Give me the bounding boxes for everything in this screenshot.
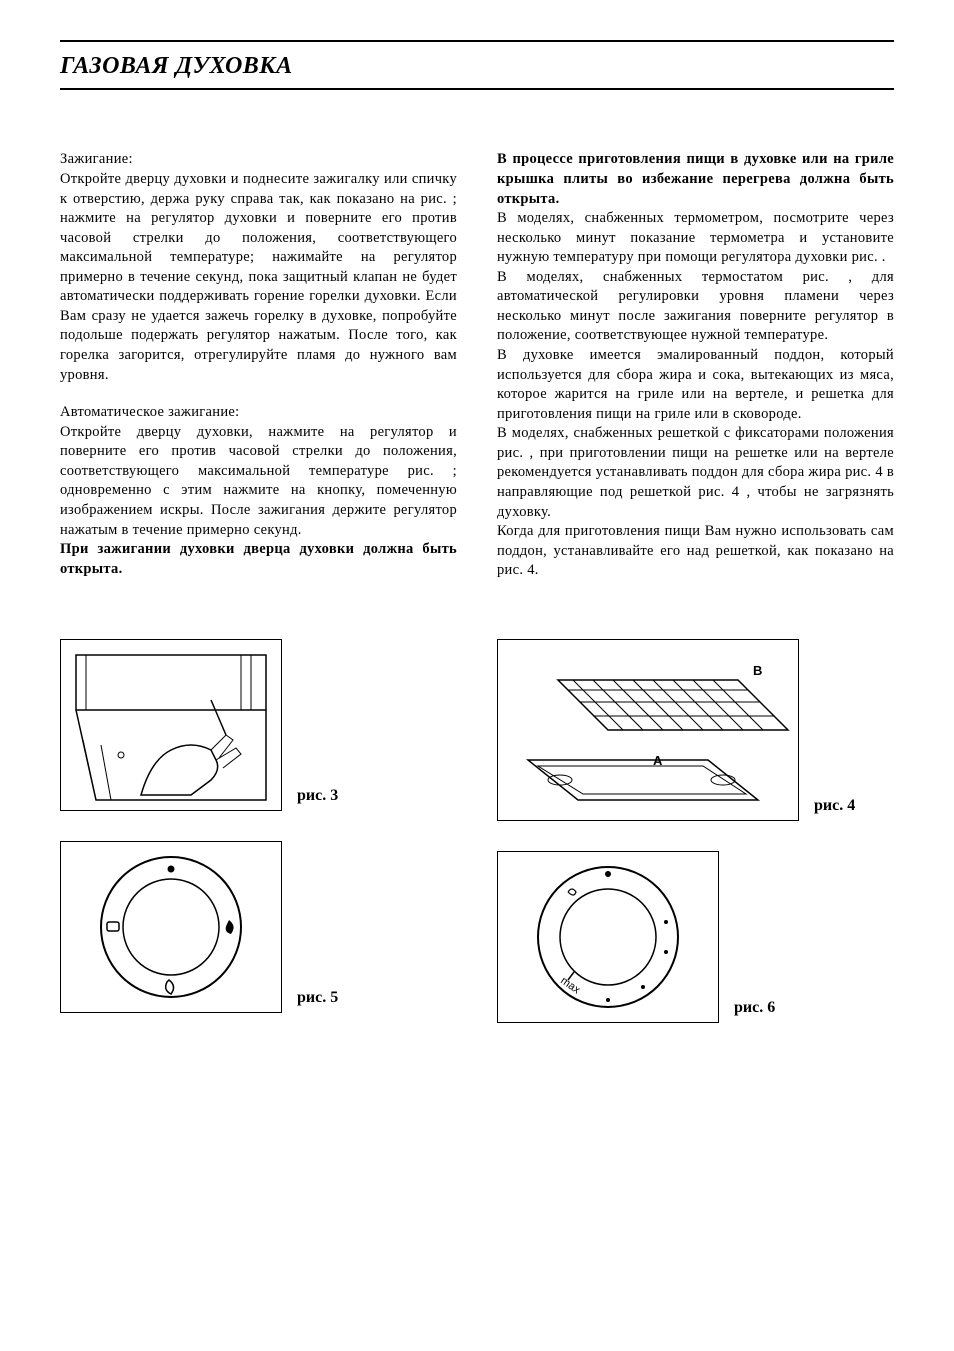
- figures-left-col: рис. 3 рис. 5: [60, 639, 457, 1023]
- figure-4-box: A B: [497, 639, 799, 821]
- left-bold-note: При зажигании духовки дверца духовки дол…: [60, 540, 457, 579]
- figure-3-row: рис. 3: [60, 639, 457, 811]
- right-para-3: В духовке имеется эмалированный поддон, …: [497, 346, 894, 424]
- page-title: ГАЗОВАЯ ДУХОВКА: [60, 40, 894, 90]
- right-para-2: В моделях, снабженных термостатом рис. ,…: [497, 268, 894, 346]
- figure-6-svg: max: [498, 852, 718, 1022]
- figures-block: рис. 3 рис. 5: [60, 639, 894, 1023]
- figure-3-box: [60, 639, 282, 811]
- left-para-1: Откройте дверцу духовки и поднесите зажи…: [60, 170, 457, 385]
- figure-4-label-a: A: [653, 753, 663, 768]
- figures-right-col: A B рис. 4: [497, 639, 894, 1023]
- left-heading-1: Зажигание:: [60, 150, 457, 170]
- right-para-4: В моделях, снабженных решеткой с фиксато…: [497, 424, 894, 522]
- figure-5-caption: рис. 5: [297, 987, 338, 1013]
- figure-4-caption: рис. 4: [814, 795, 855, 821]
- figure-3-svg: [61, 640, 281, 810]
- figure-4-svg: A B: [498, 640, 798, 820]
- right-para-5: Когда для приготовления пищи Вам нужно и…: [497, 522, 894, 581]
- right-bold-note: В процессе приготовления пищи в духовке …: [497, 150, 894, 209]
- figure-6-caption: рис. 6: [734, 997, 775, 1023]
- left-column: Зажигание: Откройте дверцу духовки и под…: [60, 150, 457, 598]
- figure-5-svg: [61, 842, 281, 1012]
- left-heading-2: Автоматическое зажигание:: [60, 403, 457, 423]
- figure-6-box: max: [497, 851, 719, 1023]
- right-column: В процессе приготовления пищи в духовке …: [497, 150, 894, 598]
- figure-5-box: [60, 841, 282, 1013]
- figure-4-row: A B рис. 4: [497, 639, 894, 821]
- figure-6-row: max рис. 6: [497, 851, 894, 1023]
- text-columns: Зажигание: Откройте дверцу духовки и под…: [60, 150, 894, 598]
- right-para-1: В моделях, снабженных термометром, посмо…: [497, 209, 894, 268]
- figure-5-row: рис. 5: [60, 841, 457, 1013]
- left-para-2: Откройте дверцу духовки, нажмите на регу…: [60, 423, 457, 540]
- figure-4-label-b: B: [753, 663, 762, 678]
- figure-3-caption: рис. 3: [297, 785, 338, 811]
